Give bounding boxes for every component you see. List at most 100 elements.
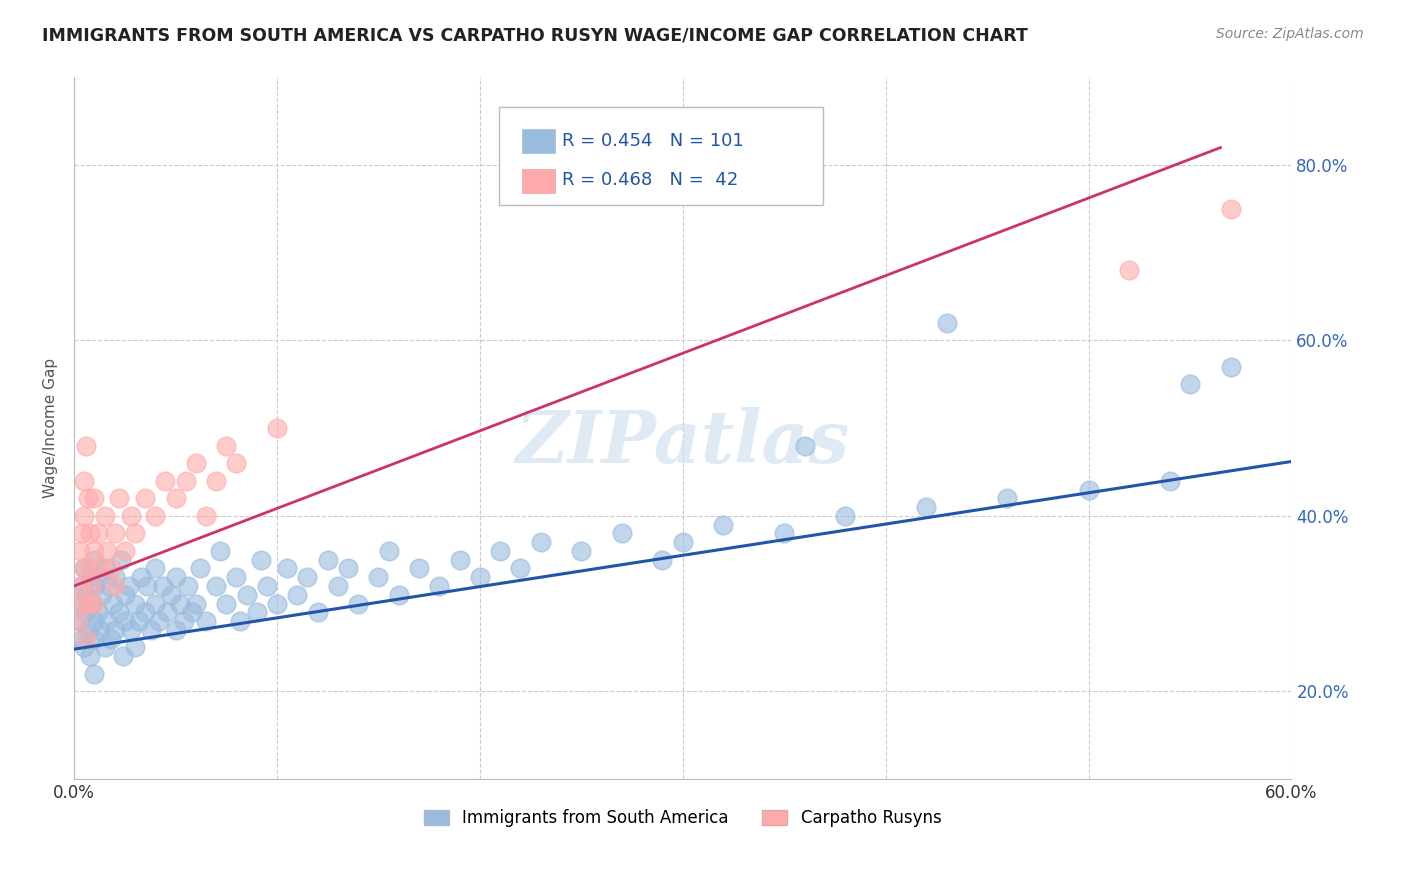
Point [75, 439, 97, 453]
Point [249, 552, 271, 566]
Point [124, 526, 146, 541]
Point [83, 552, 105, 566]
Point [388, 588, 411, 602]
Point [69, 544, 91, 558]
Point [93, 561, 115, 575]
Point [114, 544, 136, 558]
Point [111, 649, 134, 664]
Point [114, 588, 136, 602]
Point [134, 491, 156, 506]
Point [69, 614, 91, 628]
Point [610, 526, 633, 541]
Point [93, 508, 115, 523]
Point [89, 561, 111, 575]
Point [91, 588, 114, 602]
Point [75, 632, 97, 646]
Point [96, 544, 118, 558]
Point [449, 552, 471, 566]
Point [75, 588, 97, 602]
Point [711, 517, 734, 532]
Point [215, 439, 238, 453]
Point [143, 597, 166, 611]
Point [235, 588, 257, 602]
Legend: Immigrants from South America, Carpatho Rusyns: Immigrants from South America, Carpatho … [418, 803, 948, 834]
Point [156, 605, 179, 619]
Point [67, 597, 90, 611]
Point [1118, 263, 1140, 277]
Point [180, 605, 202, 619]
Point [1219, 359, 1241, 374]
Point [83, 544, 105, 558]
Point [266, 597, 288, 611]
Point [128, 614, 150, 628]
Point [107, 605, 129, 619]
Point [69, 579, 91, 593]
Point [97, 579, 120, 593]
Point [82, 597, 104, 611]
Point [165, 491, 187, 506]
Point [73, 561, 96, 575]
Point [509, 561, 531, 575]
Point [77, 623, 100, 637]
Point [377, 544, 399, 558]
Point [110, 552, 132, 566]
Point [935, 316, 957, 330]
Point [326, 579, 349, 593]
Point [73, 561, 96, 575]
Point [256, 579, 278, 593]
Point [118, 579, 141, 593]
Point [205, 579, 228, 593]
Point [489, 544, 512, 558]
Point [70, 526, 93, 541]
Point [104, 526, 127, 541]
Point [997, 491, 1019, 506]
Point [104, 579, 127, 593]
Point [672, 535, 695, 549]
Point [93, 640, 115, 655]
Point [160, 588, 183, 602]
Point [83, 632, 105, 646]
Point [229, 614, 252, 628]
Point [1178, 377, 1201, 392]
Point [569, 544, 592, 558]
Point [124, 640, 146, 655]
Point [1077, 483, 1099, 497]
Point [96, 614, 118, 628]
Point [285, 588, 308, 602]
Text: R = 0.454   N = 101: R = 0.454 N = 101 [562, 132, 744, 150]
Point [1219, 202, 1241, 216]
Point [83, 614, 105, 628]
Point [83, 579, 105, 593]
Point [297, 570, 319, 584]
Point [83, 491, 105, 506]
Point [184, 456, 207, 470]
Point [77, 491, 100, 506]
Point [89, 623, 111, 637]
Point [337, 561, 360, 575]
Point [79, 570, 101, 584]
Point [165, 570, 187, 584]
Point [87, 605, 110, 619]
Point [73, 474, 96, 488]
Point [67, 614, 90, 628]
Point [152, 579, 174, 593]
Point [73, 508, 96, 523]
Y-axis label: Wage/Income Gap: Wage/Income Gap [44, 358, 58, 499]
Point [915, 500, 938, 514]
Point [347, 597, 370, 611]
Point [773, 526, 796, 541]
Point [82, 579, 104, 593]
Point [83, 666, 105, 681]
Point [266, 421, 288, 435]
Point [100, 561, 122, 575]
Text: Source: ZipAtlas.com: Source: ZipAtlas.com [1216, 27, 1364, 41]
Point [73, 640, 96, 655]
Point [148, 614, 170, 628]
Point [834, 508, 856, 523]
Point [205, 474, 228, 488]
Point [215, 597, 238, 611]
Point [651, 552, 673, 566]
Point [70, 632, 93, 646]
Point [120, 508, 142, 523]
Point [100, 632, 122, 646]
